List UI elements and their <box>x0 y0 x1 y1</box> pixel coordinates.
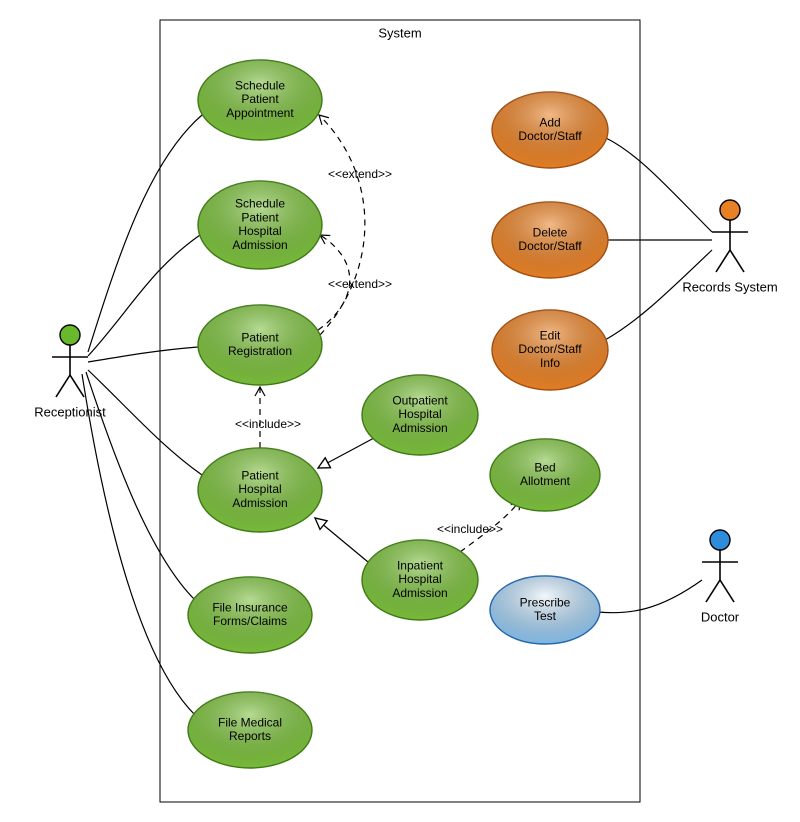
usecase-label-line: Admission <box>232 496 287 510</box>
system-boundary-label: System <box>378 25 421 40</box>
edge-outpatient-admission-patient-hospital-admission <box>318 438 374 468</box>
usecase-label-line: Delete <box>533 225 568 239</box>
usecase-delete-doctor-staff: DeleteDoctor/Staff <box>492 202 608 278</box>
usecase-label-line: Patient <box>241 92 279 106</box>
usecase-label: InpatientHospitalAdmission <box>392 558 447 600</box>
usecase-label-line: Schedule <box>235 78 285 92</box>
usecase-label-line: Admission <box>392 421 447 435</box>
usecase-label-line: Schedule <box>235 196 285 210</box>
edge-label: <<extend>> <box>328 277 392 291</box>
usecase-label-line: Appointment <box>226 106 294 120</box>
actor-leg <box>706 580 720 602</box>
usecase-label-line: Prescribe <box>520 595 571 609</box>
usecase-file-medical-reports: File MedicalReports <box>188 692 312 768</box>
usecase-label-line: Test <box>534 609 557 623</box>
usecase-label-line: Allotment <box>520 474 571 488</box>
edge-receptionist-patient-registration <box>88 347 198 362</box>
edge-records-system-add-doctor-staff <box>606 138 712 232</box>
actor-receptionist: Receptionist <box>34 325 106 419</box>
edge-inpatient-admission-patient-hospital-admission <box>315 518 368 562</box>
usecase-prescribe-test: PrescribeTest <box>490 576 600 644</box>
usecase-file-insurance: File InsuranceForms/Claims <box>188 577 312 653</box>
usecase-label-line: File Insurance <box>212 600 288 614</box>
actor-head-icon <box>720 200 740 220</box>
edge-doctor-prescribe-test <box>598 580 702 613</box>
usecase-label-line: Doctor/Staff <box>518 129 582 143</box>
usecase-label-line: Admission <box>232 238 287 252</box>
usecase-label-line: Doctor/Staff <box>518 239 582 253</box>
usecase-label-line: Admission <box>392 586 447 600</box>
usecase-inpatient-admission: InpatientHospitalAdmission <box>362 540 478 620</box>
actor-label: Doctor <box>701 609 740 624</box>
usecase-label-line: Forms/Claims <box>213 614 287 628</box>
usecase-label-line: File Medical <box>218 715 282 729</box>
actor-head-icon <box>710 530 730 550</box>
actor-records-system: Records System <box>682 200 777 294</box>
usecase-label-line: Edit <box>540 328 561 342</box>
actor-head-icon <box>60 325 80 345</box>
usecase-label-line: Inpatient <box>397 558 444 572</box>
usecase-add-doctor-staff: AddDoctor/Staff <box>492 92 608 168</box>
usecase-label-line: Patient <box>241 330 279 344</box>
usecase-bed-allotment: BedAllotment <box>490 439 600 511</box>
usecase-schedule-appointment: SchedulePatientAppointment <box>198 60 322 140</box>
usecase-label-line: Patient <box>241 468 279 482</box>
usecase-patient-hospital-admission: PatientHospitalAdmission <box>198 448 322 532</box>
usecase-label-line: Hospital <box>398 407 441 421</box>
usecase-label-line: Registration <box>228 344 292 358</box>
actor-leg <box>56 375 70 397</box>
usecase-label-line: Hospital <box>238 224 281 238</box>
edge-receptionist-patient-hospital-admission <box>88 370 202 475</box>
actor-leg <box>730 250 744 272</box>
edge-patient-registration-schedule-appointment <box>319 115 365 335</box>
usecase-label-line: Bed <box>534 460 555 474</box>
edge-label: <<include>> <box>437 522 503 536</box>
actor-leg <box>70 375 84 397</box>
actor-doctor: Doctor <box>701 530 740 624</box>
actor-label: Receptionist <box>34 404 106 419</box>
actor-label: Records System <box>682 279 777 294</box>
usecase-schedule-hospital-admission: SchedulePatientHospitalAdmission <box>198 181 322 269</box>
usecase-label-line: Hospital <box>238 482 281 496</box>
usecase-label: SchedulePatientHospitalAdmission <box>232 196 287 251</box>
edge-label: <<extend>> <box>328 167 392 181</box>
edge-records-system-edit-doctor-staff <box>605 250 712 340</box>
usecase-edit-doctor-staff: EditDoctor/StaffInfo <box>492 310 608 390</box>
usecase-label: File InsuranceForms/Claims <box>212 600 288 628</box>
usecase-label-line: Outpatient <box>392 393 448 407</box>
use-case-diagram: System <<extend>> <<extend>> <<include>> <<i… <box>0 0 800 822</box>
usecase-label-line: Doctor/Staff <box>518 342 582 356</box>
usecase-outpatient-admission: OutpatientHospitalAdmission <box>362 375 478 455</box>
usecase-label: OutpatientHospitalAdmission <box>392 393 448 435</box>
edge-label: <<include>> <box>235 417 301 431</box>
usecase-label-line: Patient <box>241 210 279 224</box>
usecase-label-line: Add <box>539 115 560 129</box>
edge-receptionist-schedule-hospital-admission <box>88 235 200 356</box>
usecase-label-line: Info <box>540 356 560 370</box>
edge-receptionist-file-medical-reports <box>82 374 195 715</box>
usecase-label-line: Reports <box>229 729 271 743</box>
usecase-label-line: Hospital <box>398 572 441 586</box>
edge-receptionist-schedule-appointment <box>88 115 202 352</box>
actor-leg <box>720 580 734 602</box>
actor-leg <box>716 250 730 272</box>
usecase-patient-registration: PatientRegistration <box>198 305 322 385</box>
